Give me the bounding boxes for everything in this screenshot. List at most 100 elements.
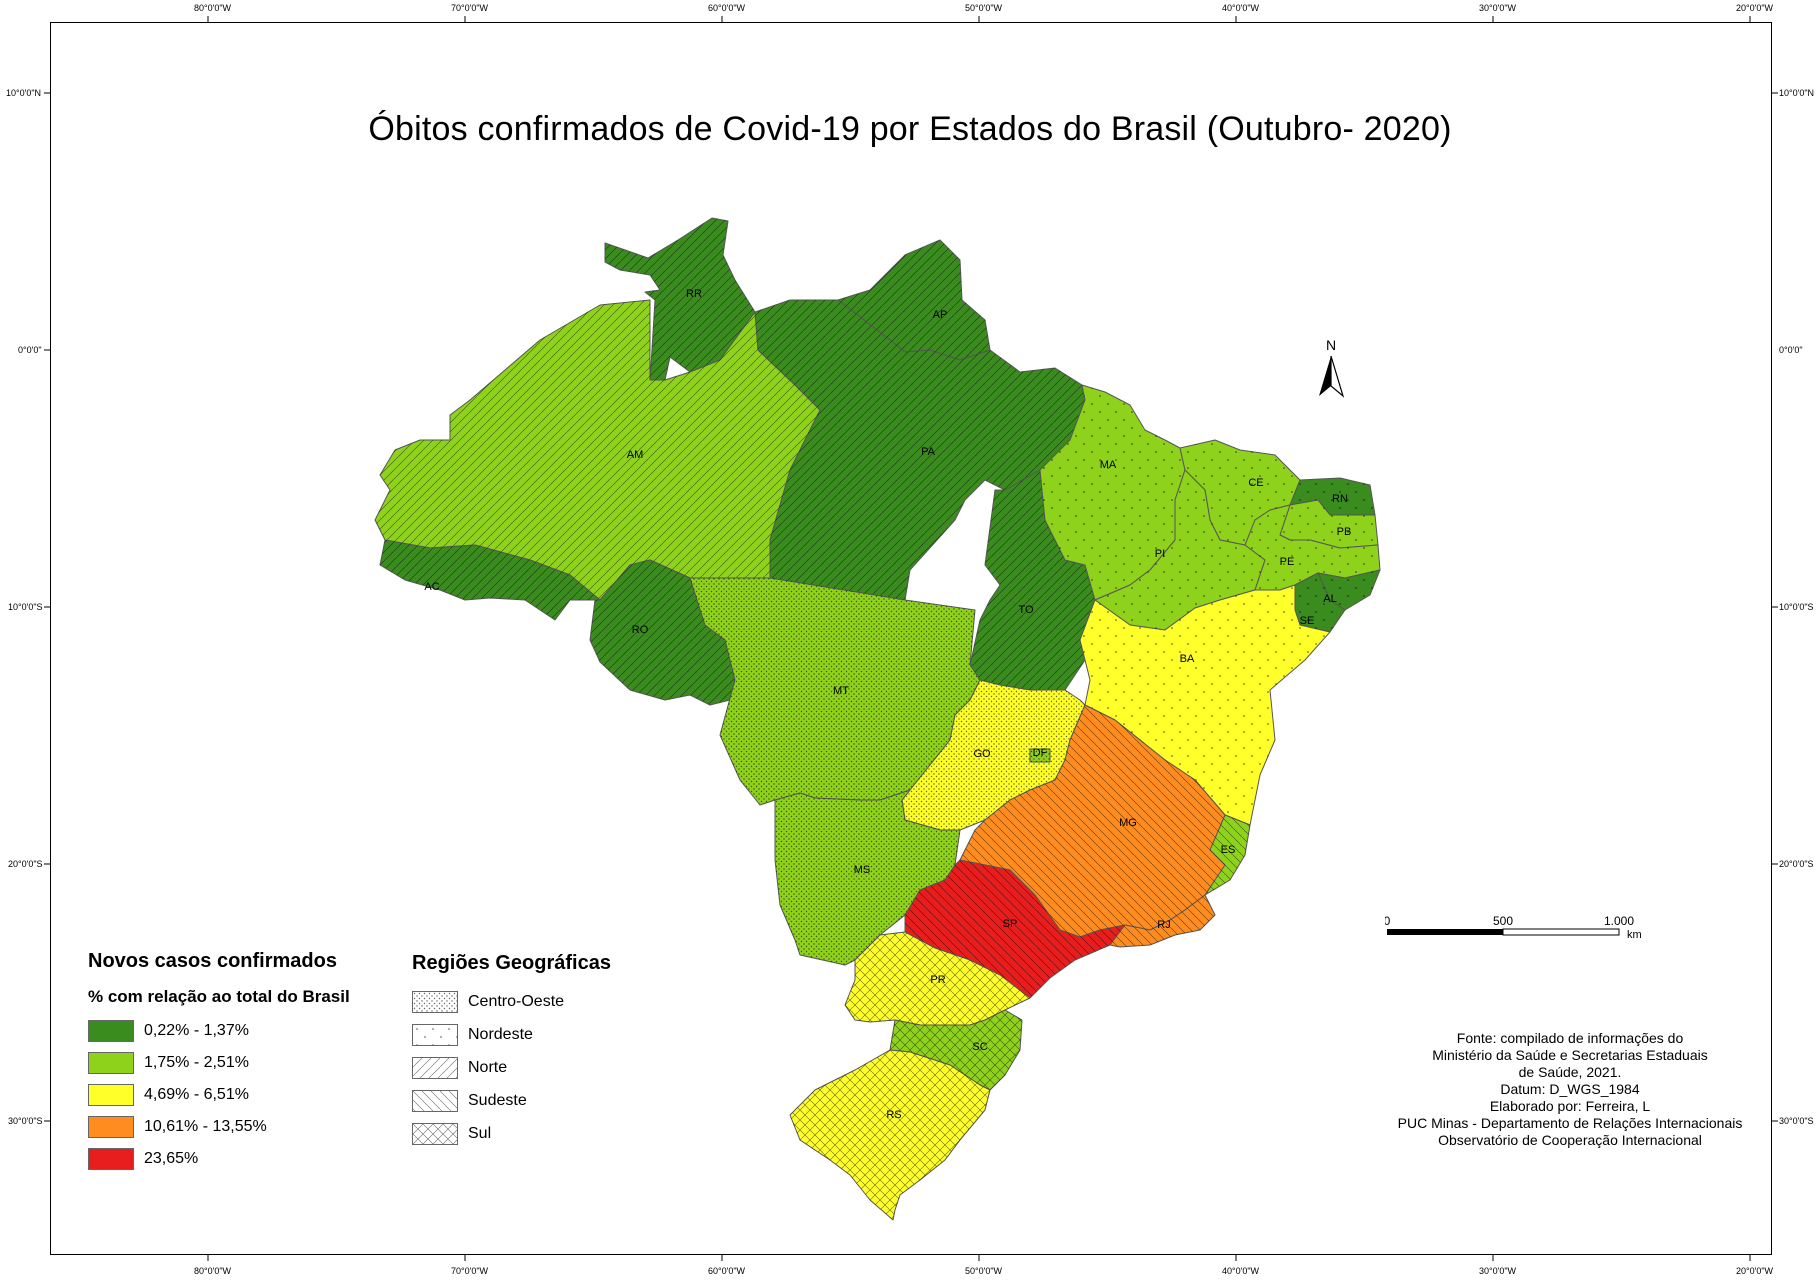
legend-region-label: Norte: [468, 1058, 508, 1076]
state-pattern-ma: [1040, 385, 1185, 600]
source-line: Datum: D_WGS_1984: [1500, 1081, 1640, 1097]
source-credits: Fonte: compilado de informações do Minis…: [1350, 1030, 1790, 1149]
lat-label-left: 0°0'0": [18, 345, 42, 355]
state-pattern-rn: [1290, 478, 1375, 515]
state-pattern-ba: [1080, 585, 1330, 825]
lon-label-bottom: 70°0'0"W: [451, 1266, 489, 1276]
lon-label-top: 80°0'0"W: [194, 3, 232, 13]
state-pattern-ms: [775, 790, 960, 965]
legend-class-label: 10,61% - 13,55%: [144, 1118, 267, 1135]
lon-label-bottom: 60°0'0"W: [708, 1266, 746, 1276]
state-pattern-pr: [845, 932, 1030, 1025]
legend-class: 1,75% - 2,51%: [88, 1047, 350, 1079]
state-pattern-sc: [890, 1010, 1022, 1090]
lat-label-left: 10°0'0"N: [6, 88, 42, 98]
state-pattern-pe: [1245, 505, 1380, 590]
state-label-pi: PI: [1155, 548, 1165, 560]
state-label-ma: MA: [1100, 459, 1117, 471]
state-label-ms: MS: [854, 864, 871, 876]
state-label-rs: RS: [886, 1109, 901, 1121]
state-label-sp: SP: [1003, 918, 1018, 930]
state-pattern-am: [375, 300, 820, 600]
state-label-es: ES: [1221, 844, 1236, 856]
state-pattern-se: [1295, 573, 1345, 632]
state-pattern-mg: [960, 705, 1250, 937]
region-swatch: [412, 990, 458, 1013]
source-line: Observatório de Cooperação Internacional: [1438, 1132, 1702, 1148]
lon-label-top: 30°0'0"W: [1479, 3, 1517, 13]
legend-swatch: [88, 1116, 134, 1138]
state-label-se: SE: [1300, 615, 1315, 627]
state-label-rj: RJ: [1157, 919, 1170, 931]
legend-region: Norte: [412, 1051, 611, 1084]
legend-swatch: [88, 1148, 134, 1170]
state-label-ac: AC: [424, 581, 439, 593]
legend-regions: Regiões Geográficas Centro-Oeste Nordest…: [412, 952, 611, 1150]
source-line: Ministério da Saúde e Secretarias Estadu…: [1432, 1047, 1708, 1063]
state-pattern-pi: [1095, 470, 1265, 630]
source-line: de Saúde, 2021.: [1518, 1064, 1622, 1080]
state-pattern-ac: [380, 540, 600, 620]
state-pattern-df: [1030, 749, 1050, 762]
state-pattern-al: [1318, 570, 1380, 610]
state-pattern-go: [902, 680, 1085, 830]
lon-label-bottom: 30°0'0"W: [1479, 1266, 1517, 1276]
state-label-rr: RR: [686, 288, 702, 300]
lon-label-bottom: 20°0'0"W: [1736, 1266, 1774, 1276]
state-pattern-rs: [790, 1050, 990, 1220]
legend-class: 10,61% - 13,55%: [88, 1111, 350, 1143]
legend-regions-title: Regiões Geográficas: [412, 952, 611, 974]
map-frame: [50, 22, 1772, 1255]
state-label-pe: PE: [1280, 556, 1295, 568]
state-label-al: AL: [1323, 593, 1336, 605]
region-swatch: [412, 1056, 458, 1079]
lat-label-left: 30°0'0"S: [8, 1116, 43, 1126]
lon-label-top: 50°0'0"W: [965, 3, 1003, 13]
lon-label-bottom: 50°0'0"W: [965, 1266, 1003, 1276]
region-swatch: [412, 1122, 458, 1145]
legend-region-label: Sudeste: [468, 1091, 527, 1109]
legend-region: Centro-Oeste: [412, 985, 611, 1018]
lon-label-bottom: 80°0'0"W: [194, 1266, 232, 1276]
scale-unit: km: [1627, 929, 1642, 941]
state-pattern-rr: [605, 218, 755, 382]
state-pattern-ap: [838, 240, 990, 360]
scale-bar: 0 500 1.000 km: [1384, 912, 1645, 952]
lat-label-right: 30°0'0"S: [1779, 1116, 1814, 1126]
state-pattern-rj: [1110, 895, 1215, 947]
north-arrow-label: N: [1326, 337, 1336, 353]
legend-swatch: [88, 1020, 134, 1042]
legend-region: Sudeste: [412, 1084, 611, 1117]
state-label-mt: MT: [833, 685, 849, 697]
lon-label-top: 20°0'0"W: [1736, 3, 1774, 13]
state-pattern-es: [1205, 815, 1250, 895]
legend-class: 23,65%: [88, 1143, 350, 1175]
state-label-mg: MG: [1119, 817, 1137, 829]
state-pattern-sp: [905, 860, 1125, 998]
state-pattern-pb: [1280, 500, 1378, 548]
lat-label-right: 10°0'0"S: [1779, 602, 1814, 612]
state-label-sc: SC: [972, 1041, 987, 1053]
state-label-ap: AP: [933, 309, 948, 321]
legend-region: Nordeste: [412, 1018, 611, 1051]
state-label-to: TO: [1018, 604, 1034, 616]
state-label-pb: PB: [1337, 526, 1352, 538]
state-pattern-ro: [590, 560, 735, 705]
state-pattern-to: [970, 470, 1095, 690]
legend-cases-title: Novos casos confirmados: [88, 950, 337, 972]
source-line: Fonte: compilado de informações do: [1456, 1030, 1684, 1046]
state-label-pa: PA: [921, 446, 936, 458]
region-swatch: [412, 1023, 458, 1046]
legend-class-label: 4,69% - 6,51%: [144, 1086, 249, 1103]
legend-class-label: 0,22% - 1,37%: [144, 1022, 249, 1039]
lon-label-bottom: 40°0'0"W: [1222, 1266, 1260, 1276]
state-label-am: AM: [627, 449, 644, 461]
state-label-ba: BA: [1180, 653, 1195, 665]
lat-label-left: 20°0'0"S: [8, 859, 43, 869]
scale-tick-1000: 1.000: [1604, 914, 1634, 928]
map-title: Óbitos confirmados de Covid-19 por Estad…: [368, 110, 1452, 148]
state-label-rn: RN: [1332, 493, 1348, 505]
legend-region: Sul: [412, 1117, 611, 1150]
state-label-ro: RO: [632, 624, 649, 636]
